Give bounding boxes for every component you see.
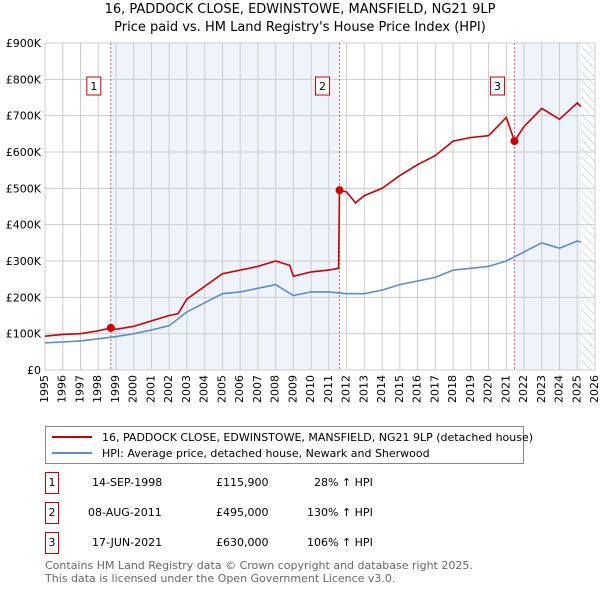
x-tick-label: 2001	[144, 375, 157, 403]
forecast-hatch	[580, 43, 595, 370]
x-tick-label: 2004	[198, 375, 211, 403]
x-tick-label: 2000	[127, 375, 140, 403]
x-tick-label: 2014	[375, 375, 388, 403]
x-tick-label: 2005	[215, 375, 228, 403]
legend-label: HPI: Average price, detached house, Newa…	[102, 446, 430, 460]
x-tick-label: 2022	[517, 375, 530, 403]
legend-item-hpi: HPI: Average price, detached house, Newa…	[52, 445, 430, 461]
x-tick-label: 1997	[73, 375, 86, 403]
sale-hpi: 106% ↑ HPI	[307, 536, 373, 549]
chart-subtitle: Price paid vs. HM Land Registry's House …	[114, 20, 486, 35]
series-line	[44, 240, 582, 344]
y-tick-label: £300K	[6, 255, 42, 268]
sale-row: 2 08-AUG-2011 £495,000 130% ↑ HPI	[45, 502, 445, 524]
x-tick-label: 2016	[411, 375, 424, 403]
sale-label-box	[86, 76, 102, 96]
sale-number: 1	[45, 472, 59, 494]
x-tick-label: 1999	[109, 375, 122, 403]
x-tick-label: 2011	[322, 375, 335, 403]
y-tick-label: £500K	[6, 182, 42, 195]
x-tick-label: 2020	[482, 375, 495, 403]
x-tick-label: 2023	[535, 375, 548, 403]
sale-number: 3	[45, 532, 59, 554]
x-tick-label: 2017	[428, 375, 441, 403]
sale-point	[106, 323, 115, 332]
y-tick-label: £200K	[6, 291, 42, 304]
x-tick-label: 2026	[588, 375, 600, 403]
y-tick-label: £700K	[6, 110, 42, 123]
sale-row: 1 14-SEP-1998 £115,900 28% ↑ HPI	[45, 472, 445, 494]
x-tick-label: 2015	[393, 375, 406, 403]
y-tick-label: £0	[27, 364, 41, 377]
series-line	[44, 101, 582, 337]
sale-price: £495,000	[216, 506, 269, 519]
sale-date: 08-AUG-2011	[88, 506, 162, 519]
x-tick-label: 2008	[269, 375, 282, 403]
y-tick-label: £800K	[6, 73, 42, 86]
footer-copyright: Contains HM Land Registry data © Crown c…	[45, 559, 473, 572]
legend: 16, PADDOCK CLOSE, EDWINSTOWE, MANSFIELD…	[45, 426, 533, 464]
chart-title: 16, PADDOCK CLOSE, EDWINSTOWE, MANSFIELD…	[104, 2, 496, 17]
sale-row: 3 17-JUN-2021 £630,000 106% ↑ HPI	[45, 532, 445, 554]
x-tick-label: 2002	[162, 375, 175, 403]
y-tick-label: £100K	[6, 328, 42, 341]
sale-hpi: 28% ↑ HPI	[314, 476, 373, 489]
legend-swatch-blue	[52, 452, 92, 454]
legend-item-property: 16, PADDOCK CLOSE, EDWINSTOWE, MANSFIELD…	[52, 429, 533, 445]
x-tick-label: 2012	[340, 375, 353, 403]
legend-label: 16, PADDOCK CLOSE, EDWINSTOWE, MANSFIELD…	[102, 430, 534, 444]
footer-licence: This data is licensed under the Open Gov…	[45, 572, 396, 585]
x-tick-label: 2019	[464, 375, 477, 403]
x-tick-label: 2024	[553, 375, 566, 403]
legend-swatch-red	[52, 436, 92, 438]
y-tick-label: £600K	[6, 146, 42, 159]
shaded-period	[514, 43, 581, 370]
y-tick-label: £900K	[6, 37, 42, 50]
x-tick-label: 2006	[233, 375, 246, 403]
x-tick-label: 2025	[570, 375, 583, 403]
x-tick-label: 1996	[56, 375, 69, 403]
sale-date: 14-SEP-1998	[92, 476, 163, 489]
sale-label-box	[489, 76, 505, 96]
price-chart: 1995 1996 1997 1998 1999 2000 2001 2002 2003 2004…	[6, 37, 600, 403]
x-tick-label: 2010	[304, 375, 317, 403]
sale-hpi: 130% ↑ HPI	[307, 506, 373, 519]
sale-point	[510, 137, 519, 146]
shaded-period	[110, 43, 340, 370]
x-tick-label: 2018	[446, 375, 459, 403]
x-tick-label: 2007	[251, 375, 264, 403]
sale-label: 1	[90, 80, 97, 93]
x-tick-label: 2009	[286, 375, 299, 403]
x-tick-label: 2003	[180, 375, 193, 403]
x-tick-label: 2013	[357, 375, 370, 403]
sale-label: 3	[494, 80, 501, 93]
plot-frame	[44, 42, 596, 371]
sale-point	[335, 186, 344, 195]
sale-label: 2	[319, 80, 326, 93]
y-tick-label: £400K	[6, 219, 42, 232]
sale-number: 2	[45, 502, 59, 524]
sale-price: £630,000	[216, 536, 269, 549]
x-tick-label: 2021	[499, 375, 512, 403]
sale-label-box	[315, 76, 331, 96]
x-tick-label: 1998	[91, 375, 104, 403]
sale-date: 17-JUN-2021	[92, 536, 163, 549]
sale-price: £115,900	[216, 476, 269, 489]
x-tick-label: 1995	[38, 375, 51, 403]
